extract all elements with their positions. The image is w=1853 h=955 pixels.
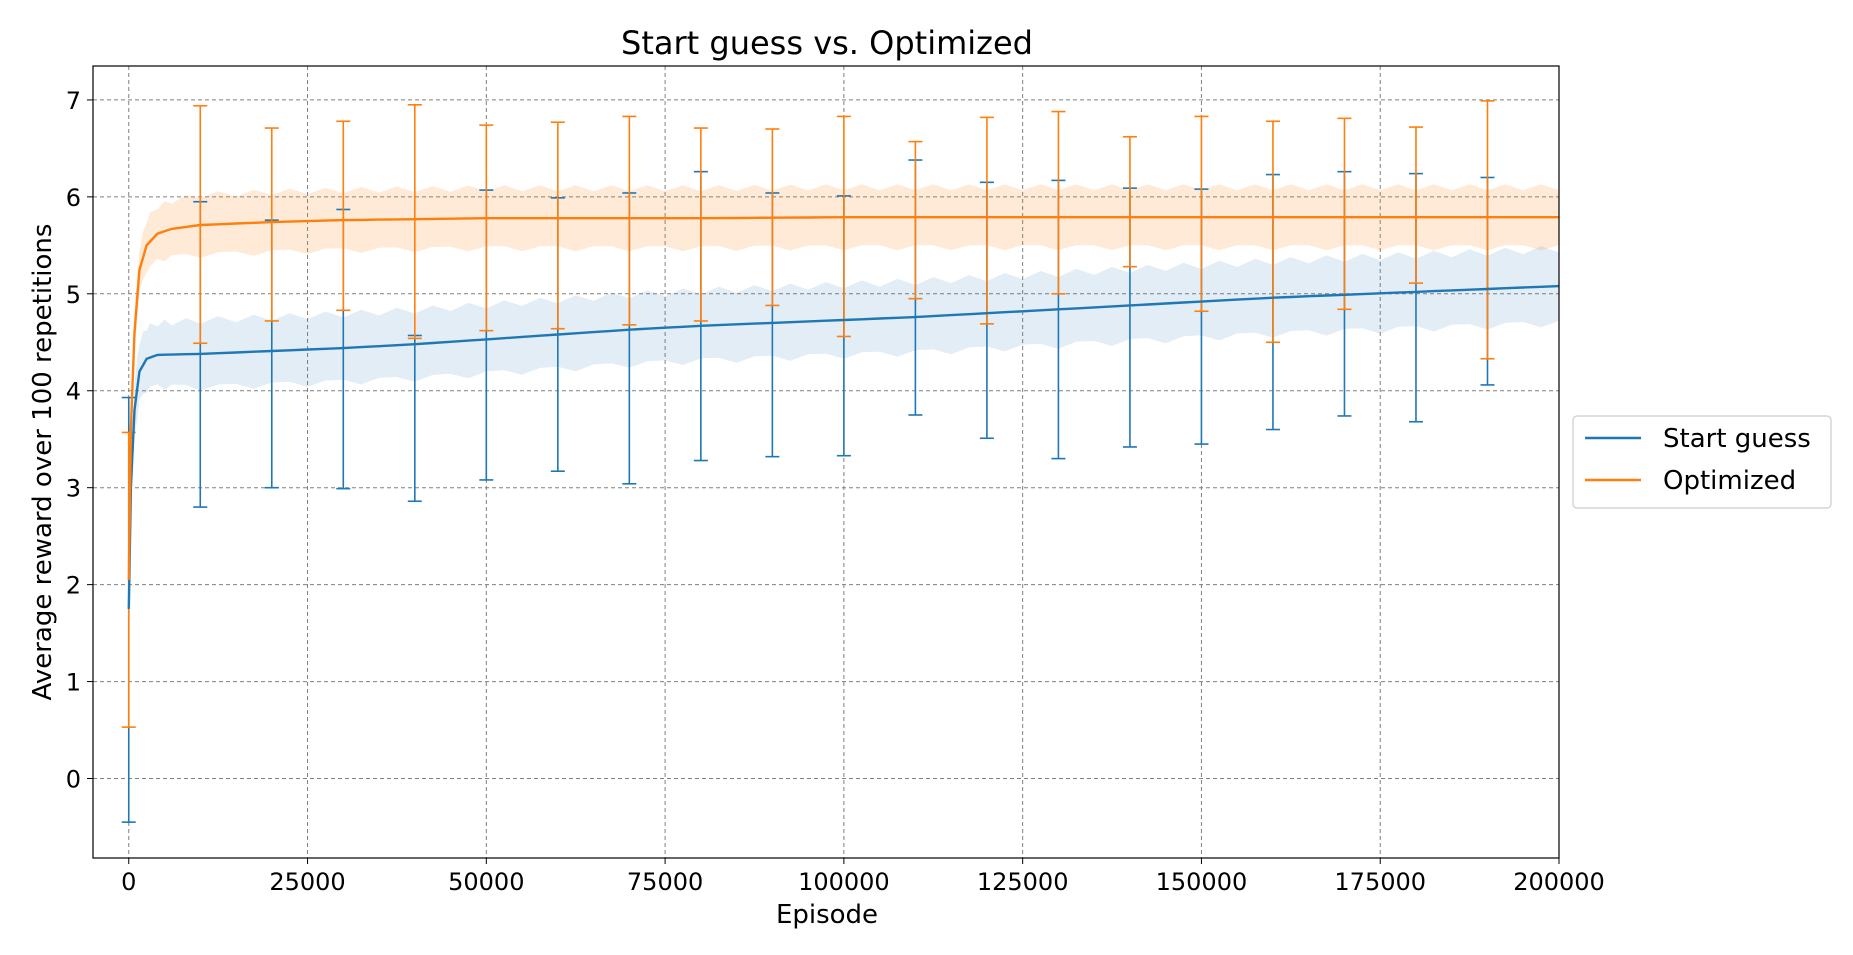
legend: Start guess Optimized (1572, 415, 1832, 509)
x-tick-label: 50000 (448, 868, 524, 896)
x-tick-label: 125000 (977, 868, 1069, 896)
errorbar-optimized (622, 115, 637, 326)
errorbar-optimized (908, 140, 923, 300)
plot-frame (92, 65, 1560, 859)
errorbar-optimized (1337, 117, 1352, 311)
x-tick-label: 75000 (627, 868, 703, 896)
errorbar-optimized (693, 127, 708, 322)
y-tick-label: 7 (66, 87, 81, 115)
x-tick-label: 175000 (1334, 868, 1426, 896)
x-axis-ticks: 0 25000 50000 75000 100000 125000 150000 175000… (121, 858, 1605, 896)
legend-label: Optimized (1663, 466, 1796, 496)
line-start-guess (127, 284, 1560, 609)
x-tick-label: 200000 (1513, 868, 1605, 896)
errorbar-optimized (550, 121, 565, 330)
errorbar-optimized (1051, 110, 1066, 295)
y-tick-label: 2 (66, 572, 81, 600)
errorbar-optimized (264, 127, 279, 322)
errorbar-optimized (1194, 115, 1209, 313)
y-axis-ticks: 0 1 2 3 4 5 6 7 (66, 87, 93, 794)
errorbar-optimized (979, 116, 994, 325)
x-tick-label: 25000 (269, 868, 345, 896)
x-tick-label: 150000 (1156, 868, 1248, 896)
errorbar-optimized (1265, 120, 1280, 344)
y-tick-label: 4 (66, 378, 81, 406)
errorbar-optimized (836, 115, 851, 338)
x-tick-label: 100000 (798, 868, 890, 896)
errorbar-optimized (1122, 135, 1137, 268)
y-tick-label: 3 (66, 475, 81, 503)
y-tick-label: 5 (66, 281, 81, 309)
x-axis-title: Episode (776, 900, 878, 930)
error-bars (121, 100, 1495, 823)
legend-label: Start guess (1663, 424, 1811, 454)
series-lines (127, 216, 1560, 609)
y-axis-title: Average reward over 100 repetitions (28, 224, 58, 701)
errorbar-optimized (1480, 100, 1495, 360)
plot-area (93, 66, 1559, 858)
y-tick-label: 0 (66, 766, 81, 794)
errorbar-optimized (407, 103, 422, 340)
x-tick-label: 0 (121, 868, 136, 896)
y-tick-label: 6 (66, 184, 81, 212)
errorbar-optimized (1408, 126, 1423, 284)
errorbar-optimized (479, 124, 494, 332)
errorbar-optimized (336, 120, 351, 312)
line-optimized (127, 216, 1559, 580)
plot-background (93, 66, 1559, 858)
y-tick-label: 1 (66, 669, 81, 697)
plot-border (92, 65, 1560, 859)
chart-title: Start guess vs. Optimized (621, 24, 1033, 62)
